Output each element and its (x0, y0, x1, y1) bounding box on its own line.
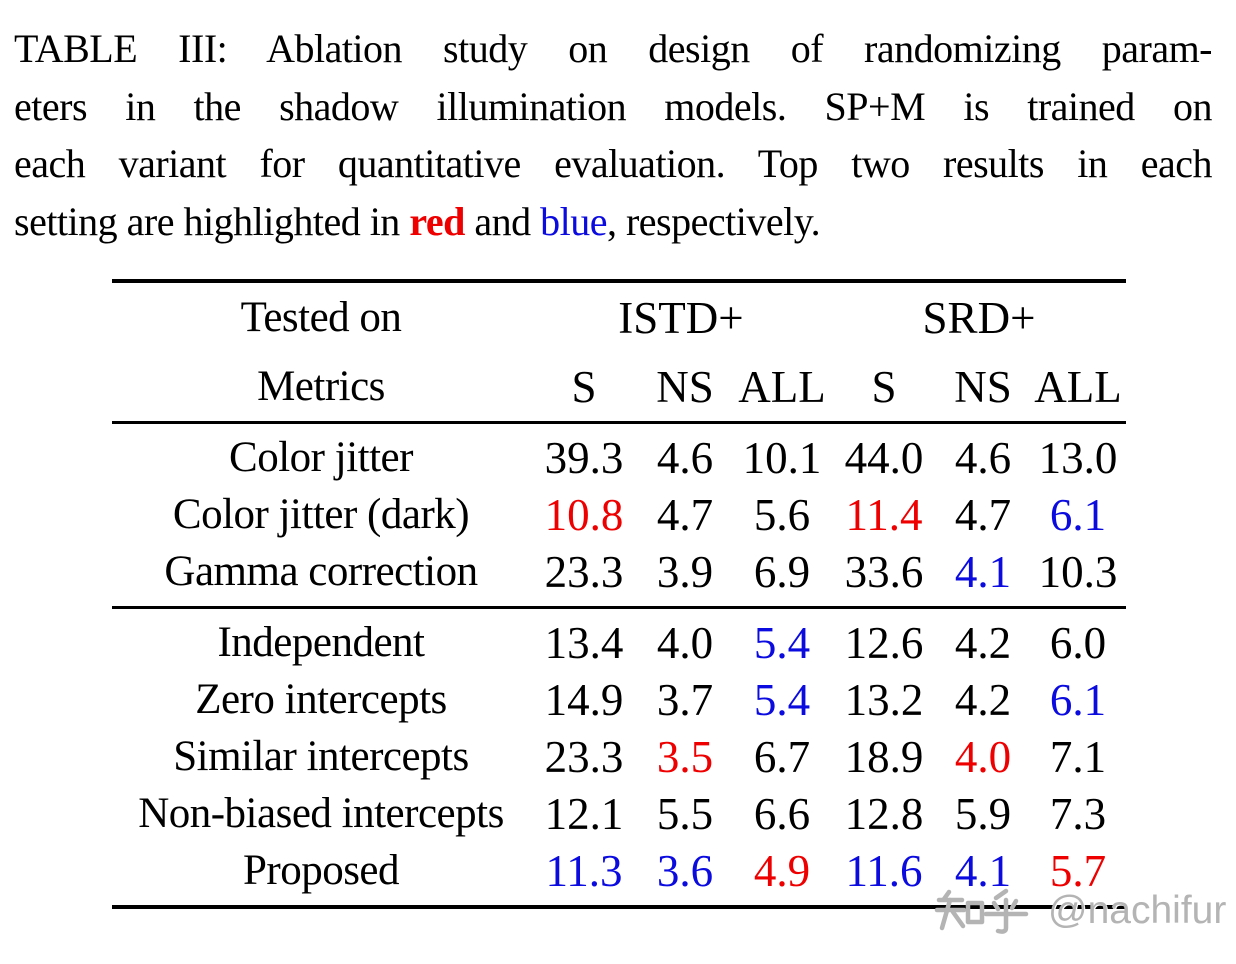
table-group-intercepts: Independent 13.4 4.0 5.4 12.6 4.2 6.0 Zero inte… (112, 607, 1126, 908)
value-cell: 4.2 (954, 674, 1012, 725)
caption-segment: , respectively. (606, 198, 821, 244)
table-row: Gamma correction 23.3 3.9 6.9 33.6 4.1 10.3 (112, 543, 1126, 608)
row-label: Non-biased intercepts (138, 790, 504, 837)
caption-segment: eters in the shadow illumination models.… (14, 83, 1213, 129)
caption-line: TABLE III: Ablation study on design of r… (14, 20, 1213, 78)
value-cell: 13.0 (1038, 432, 1118, 483)
table-row: Color jitter (dark) 10.8 4.7 5.6 11.4 4.7 6.1 (112, 486, 1126, 543)
value-cell: 23.3 (544, 731, 624, 782)
header-tested-on: Tested on (240, 294, 402, 341)
caption-segment: red (409, 198, 465, 244)
value-cell: 4.7 (656, 489, 714, 540)
row-label: Zero intercepts (195, 676, 447, 723)
value-cell: 4.7 (954, 489, 1012, 540)
value-cell: 4.0 (954, 731, 1012, 782)
value-cell: 4.6 (954, 432, 1012, 483)
header-metrics: Metrics (257, 363, 385, 410)
value-cell: 11.6 (845, 845, 923, 896)
value-cell: 7.3 (1049, 788, 1107, 839)
value-cell: 14.9 (544, 674, 624, 725)
value-cell: 39.3 (544, 432, 624, 483)
header-row-metrics: Metrics S NS ALL S NS ALL (112, 352, 1126, 423)
value-cell: 4.1 (954, 546, 1012, 597)
table-row: Zero intercepts 14.9 3.7 5.4 13.2 4.2 6.1 (112, 671, 1126, 728)
header-istd: ISTD+ (618, 292, 744, 343)
value-cell: 6.1 (1049, 489, 1107, 540)
table-row: Proposed 11.3 3.6 4.9 11.6 4.1 5.7 (112, 842, 1126, 907)
ablation-table: Tested on ISTD+ SRD+ Metrics S NS ALL S … (112, 279, 1126, 909)
header-metric-ns2: NS (954, 361, 1012, 412)
value-cell: 44.0 (844, 432, 924, 483)
table-row: Non-biased intercepts 12.1 5.5 6.6 12.8 5.9 7.… (112, 785, 1126, 842)
row-label: Similar intercepts (173, 733, 469, 780)
header-metric-ns1: NS (656, 361, 714, 412)
table-header: Tested on ISTD+ SRD+ Metrics S NS ALL S … (112, 281, 1126, 423)
value-cell: 3.7 (656, 674, 714, 725)
header-srd: SRD+ (922, 292, 1036, 343)
header-metric-s2: S (871, 361, 897, 412)
value-cell: 10.1 (742, 432, 822, 483)
value-cell: 13.4 (544, 617, 624, 668)
value-cell: 10.3 (1038, 546, 1118, 597)
value-cell: 10.8 (544, 489, 624, 540)
value-cell: 3.6 (656, 845, 714, 896)
table-group-illumination: Color jitter 39.3 4.6 10.1 44.0 4.6 13.0 Color … (112, 423, 1126, 608)
caption-segment: and (464, 198, 541, 244)
caption-segment: each variant for quantitative evaluation… (14, 141, 1213, 186)
caption-line: eters in the shadow illumination models.… (14, 78, 1213, 136)
value-cell: 4.9 (753, 845, 811, 896)
value-cell: 6.6 (753, 788, 811, 839)
caption-line: setting are highlighted in red and blue,… (14, 193, 1212, 251)
value-cell: 6.9 (753, 546, 811, 597)
table-row: Similar intercepts 23.3 3.5 6.7 18.9 4.0 7.1 (112, 728, 1126, 785)
value-cell: 23.3 (544, 546, 624, 597)
table-row: Independent 13.4 4.0 5.4 12.6 4.2 6.0 (112, 608, 1126, 672)
caption-segment: blue (540, 198, 607, 244)
header-metric-all1: ALL (738, 361, 826, 412)
value-cell: 4.1 (954, 845, 1012, 896)
caption-line: each variant for quantitative evaluation… (14, 135, 1213, 193)
value-cell: 13.2 (844, 674, 924, 725)
row-label: Color jitter (229, 434, 413, 481)
value-cell: 4.0 (656, 617, 714, 668)
value-cell: 5.9 (954, 788, 1012, 839)
row-label: Color jitter (dark) (172, 491, 470, 538)
row-label: Proposed (242, 847, 400, 894)
value-cell: 5.6 (753, 489, 811, 540)
value-cell: 6.0 (1049, 617, 1107, 668)
value-cell: 7.1 (1049, 731, 1107, 782)
row-label: Gamma correction (164, 548, 478, 595)
header-metric-all2: ALL (1034, 361, 1122, 412)
value-cell: 5.5 (656, 788, 714, 839)
caption-segment: setting are highlighted in (14, 198, 410, 244)
value-cell: 3.9 (656, 546, 714, 597)
value-cell: 11.4 (845, 489, 923, 540)
value-cell: 4.2 (954, 617, 1012, 668)
row-label: Independent (217, 619, 425, 666)
value-cell: 4.6 (656, 432, 714, 483)
value-cell: 5.4 (753, 617, 811, 668)
table-caption: TABLE III: Ablation study on design of r… (14, 20, 1213, 251)
value-cell: 18.9 (844, 731, 924, 782)
value-cell: 6.7 (753, 731, 811, 782)
value-cell: 12.8 (844, 788, 924, 839)
value-cell: 12.1 (544, 788, 624, 839)
caption-segment: TABLE III: Ablation study on design of r… (14, 26, 1213, 71)
value-cell: 11.3 (545, 845, 623, 896)
value-cell: 12.6 (844, 617, 924, 668)
header-metric-s1: S (571, 361, 597, 412)
table-row: Color jitter 39.3 4.6 10.1 44.0 4.6 13.0 (112, 423, 1126, 487)
value-cell: 3.5 (656, 731, 714, 782)
header-row-datasets: Tested on ISTD+ SRD+ (112, 281, 1126, 352)
value-cell: 6.1 (1049, 674, 1107, 725)
value-cell: 33.6 (844, 546, 924, 597)
value-cell: 5.4 (753, 674, 811, 725)
value-cell: 5.7 (1049, 845, 1107, 896)
